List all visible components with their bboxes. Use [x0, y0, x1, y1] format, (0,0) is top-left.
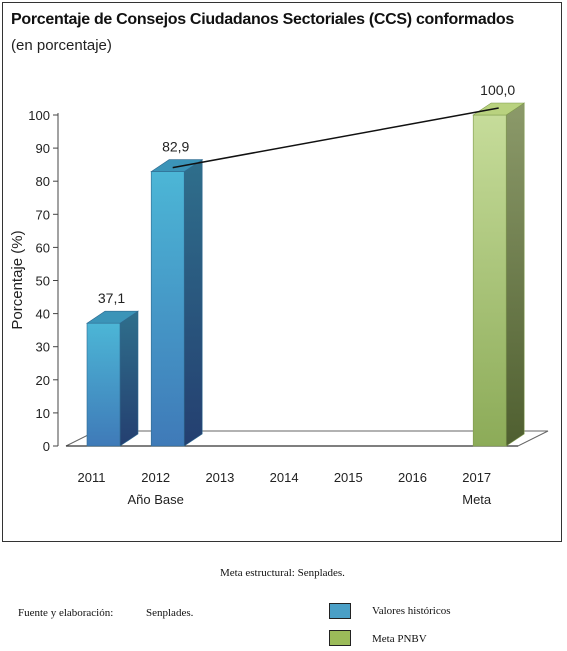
legend-swatch-meta: [329, 630, 351, 646]
data-label: 100,0: [480, 82, 515, 98]
bar-front-face: [472, 114, 507, 447]
fuente-label: Fuente y elaboración:: [18, 607, 114, 619]
x-tick-label: 2016: [398, 470, 427, 485]
bar-2017: [472, 102, 526, 447]
y-tick-label: 0: [43, 439, 50, 454]
legend-label-historicos: Valores históricos: [372, 605, 451, 617]
bar-side-face: [505, 102, 525, 447]
y-tick-label: 40: [36, 307, 50, 322]
x-tick-label: 2012: [141, 470, 170, 485]
y-tick-label: 80: [36, 174, 50, 189]
y-tick-label: 70: [36, 207, 50, 222]
y-tick-label: 60: [36, 240, 50, 255]
x-tick-label: 2014: [270, 470, 299, 485]
chart-plot: 0 10 20 30 40 50 60 70 80 90 100 2011 2012 Año Base 20…: [9, 82, 549, 507]
data-label: 82,9: [162, 139, 189, 155]
bar-front-face: [86, 322, 121, 447]
bar-side-face: [119, 310, 139, 447]
bar-top-face: [472, 102, 526, 116]
y-tick-label: 90: [36, 141, 50, 156]
x-tick-label: 2013: [205, 470, 234, 485]
chart-frame: Porcentaje de Consejos Ciudadanos Sector…: [2, 2, 562, 542]
y-tick-label: 30: [36, 340, 50, 355]
bar-side-face: [183, 159, 203, 447]
x-tick-label: 2011: [78, 470, 106, 485]
trend-line: [172, 107, 499, 169]
bar-top-face: [86, 310, 139, 324]
bar-top-face: [150, 159, 204, 172]
chart-title: Porcentaje de Consejos Ciudadanos Sector…: [11, 11, 514, 28]
chart-subtitle: (en porcentaje): [11, 37, 112, 54]
y-tick-label: 100: [28, 108, 50, 123]
x-tick-label: 2017: [462, 470, 491, 485]
bar-2011: [86, 310, 139, 447]
legend-label-meta: Meta PNBV: [372, 633, 427, 645]
y-tick-label: 50: [36, 274, 50, 289]
meta-estructural-note: Meta estructural: Senplades.: [220, 567, 345, 579]
y-tick-label: 10: [36, 406, 50, 421]
data-label: 37,1: [98, 290, 125, 306]
bar-2012: [150, 159, 204, 447]
x-tick-sublabel: Meta: [462, 492, 492, 507]
legend-swatch-historicos: [329, 603, 351, 619]
x-tick-sublabel: Año Base: [128, 492, 184, 507]
y-axis-label: Porcentaje (%): [9, 230, 26, 329]
fuente-value: Senplades.: [146, 607, 194, 619]
bar-front-face: [150, 171, 185, 447]
x-tick-label: 2015: [334, 470, 363, 485]
y-tick-label: 20: [36, 373, 50, 388]
